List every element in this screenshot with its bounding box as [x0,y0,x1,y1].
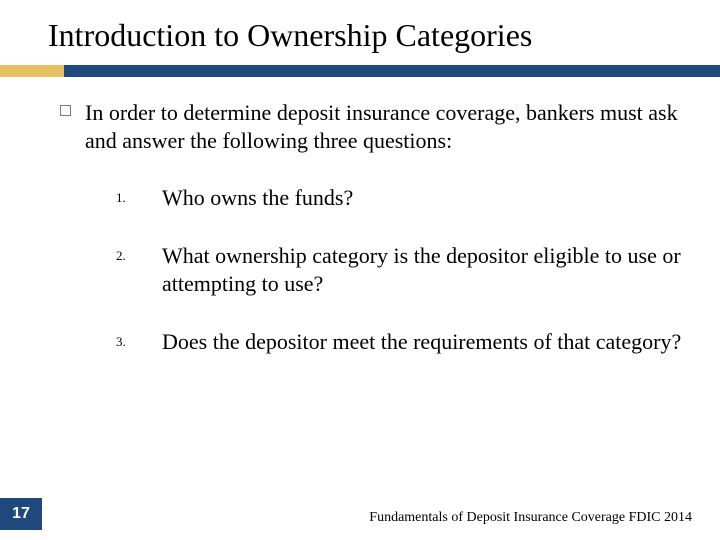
list-item-number: 1. [116,184,136,204]
slide: Introduction to Ownership Categories In … [0,0,720,540]
list-item-text: What ownership category is the depositor… [162,242,688,298]
page-number: 17 [0,498,42,530]
list-item-text: Does the depositor meet the requirements… [162,328,681,356]
lead-block: In order to determine deposit insurance … [60,99,688,155]
list-item-number: 2. [116,242,136,262]
square-bullet-icon [60,105,71,116]
list-item: 1. Who owns the funds? [116,184,688,212]
slide-title: Introduction to Ownership Categories [48,18,688,53]
list-item: 2. What ownership category is the deposi… [116,242,688,298]
numbered-list: 1. Who owns the funds? 2. What ownership… [60,184,688,357]
lead-text: In order to determine deposit insurance … [85,99,688,155]
title-rule [0,65,720,77]
list-item-number: 3. [116,328,136,348]
list-item-text: Who owns the funds? [162,184,353,212]
list-item: 3. Does the depositor meet the requireme… [116,328,688,356]
slide-body: In order to determine deposit insurance … [48,99,688,356]
footer-note: Fundamentals of Deposit Insurance Covera… [369,510,692,526]
title-rule-gold [0,65,64,77]
title-rule-blue [0,65,720,77]
